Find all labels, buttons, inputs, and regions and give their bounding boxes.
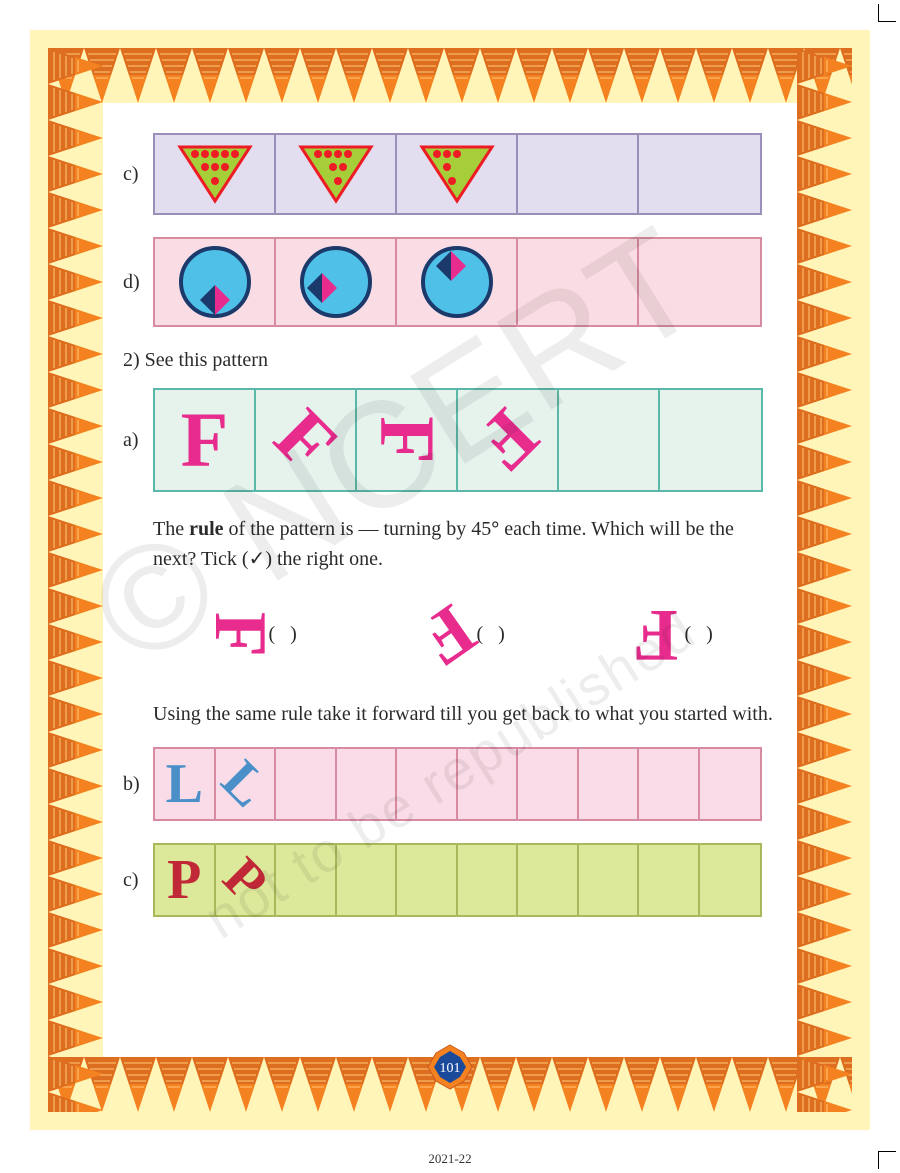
pattern-cell [337, 845, 398, 915]
page: c) d) 2) See this pattern a) FFFF The ru… [30, 30, 870, 1130]
question-2-label: 2) See this pattern [123, 349, 777, 372]
pattern-cell: L [216, 749, 277, 819]
row-label: b) [123, 773, 153, 796]
pattern-cell [660, 390, 761, 490]
letter-P-icon: P [210, 845, 279, 914]
pattern-cell: F [357, 390, 458, 490]
pattern-row-b: b) LL [123, 747, 777, 821]
pattern-cell [397, 749, 458, 819]
pattern-cell [276, 239, 397, 325]
pattern-cell: P [155, 845, 216, 915]
text: of the pattern is — turning by 45 [224, 518, 492, 540]
row-label: c) [123, 869, 153, 892]
instruction-text: The rule of the pattern is — turning by … [153, 514, 777, 574]
pattern-cell [559, 390, 660, 490]
letter-F-icon: F [362, 416, 452, 464]
instruction-text-2: Using the same rule take it forward till… [153, 699, 777, 729]
letter-F-icon: F [633, 592, 678, 677]
page-number-badge: 101 [422, 1043, 478, 1091]
pattern-cell [579, 749, 640, 819]
pattern-cell [579, 845, 640, 915]
pattern-cell [397, 135, 518, 213]
border-top [48, 48, 852, 103]
pattern-cell [700, 749, 761, 819]
letter-F-icon: F [197, 612, 282, 657]
answer-options: F( )F( )F( ) [153, 592, 777, 677]
pattern-cell [639, 239, 760, 325]
pattern-cell [397, 239, 518, 325]
pattern-cell: F [155, 390, 256, 490]
pattern-cell [518, 845, 579, 915]
letter-F-icon: F [181, 395, 229, 485]
pattern-cell [276, 749, 337, 819]
letter-F-icon: F [459, 391, 556, 488]
pattern-cell [276, 135, 397, 213]
pattern-cell [155, 135, 276, 213]
triangle-icon [407, 139, 507, 209]
text-bold: rule [189, 518, 223, 540]
pattern-row-c: c) [123, 133, 777, 215]
pattern-row-d: d) [123, 237, 777, 327]
pattern-cell [639, 845, 700, 915]
triangle-icon [165, 139, 265, 209]
pattern-cell [518, 135, 639, 213]
pattern-cell [518, 749, 579, 819]
pattern-cell [397, 845, 458, 915]
answer-option[interactable]: F( ) [217, 592, 297, 677]
circle-diamond-icon [293, 242, 379, 322]
pattern-cell [155, 239, 276, 325]
pattern-row-a: a) FFFF [123, 388, 777, 492]
circle-diamond-icon [172, 242, 258, 322]
pattern-cell [639, 135, 760, 213]
text: The [153, 518, 189, 540]
border-left [48, 48, 103, 1112]
pattern-cell [458, 749, 519, 819]
border-right [797, 48, 852, 1112]
pattern-cell [458, 845, 519, 915]
triangle-icon [286, 139, 386, 209]
pattern-cell [276, 845, 337, 915]
crop-mark [878, 4, 896, 22]
tick-box[interactable]: ( ) [684, 623, 712, 646]
pattern-cell: F [458, 390, 559, 490]
pattern-cell [337, 749, 398, 819]
pattern-cell: F [256, 390, 357, 490]
pattern-cell: P [216, 845, 277, 915]
pattern-cell [700, 845, 761, 915]
content-area: c) d) 2) See this pattern a) FFFF The ru… [103, 103, 797, 1057]
letter-L-icon: L [166, 752, 203, 816]
circle-diamond-icon [414, 242, 500, 322]
letter-L-icon: L [209, 748, 281, 820]
crop-mark [878, 1151, 896, 1169]
row-label: c) [123, 163, 153, 186]
pattern-cell [639, 749, 700, 819]
answer-option[interactable]: F ( ) [633, 592, 713, 677]
answer-option[interactable]: F( ) [425, 592, 505, 677]
decorative-border: c) d) 2) See this pattern a) FFFF The ru… [48, 48, 852, 1112]
row-label: a) [123, 429, 153, 452]
page-number: 101 [440, 1061, 461, 1076]
pattern-row-c2: c) PP [123, 843, 777, 917]
letter-P-icon: P [167, 848, 201, 912]
footer-year: 2021-22 [428, 1151, 471, 1167]
pattern-cell: L [155, 749, 216, 819]
letter-F-icon: F [257, 391, 354, 488]
row-label: d) [123, 271, 153, 294]
pattern-cell [518, 239, 639, 325]
